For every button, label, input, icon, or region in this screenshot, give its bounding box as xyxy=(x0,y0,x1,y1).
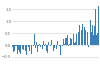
Bar xyxy=(81,30,82,45)
Bar xyxy=(96,35,97,45)
Bar xyxy=(38,45,39,46)
Bar xyxy=(52,45,53,50)
Bar xyxy=(69,44,70,45)
Bar xyxy=(18,45,19,50)
Bar xyxy=(56,45,57,49)
Bar xyxy=(98,6,99,45)
Bar xyxy=(37,45,38,52)
Bar xyxy=(97,33,98,45)
Bar xyxy=(93,35,94,45)
Bar xyxy=(24,45,25,49)
Bar xyxy=(47,45,48,53)
Bar xyxy=(35,45,36,48)
Bar xyxy=(34,34,35,45)
Bar xyxy=(57,41,58,45)
Bar xyxy=(65,38,66,45)
Bar xyxy=(84,27,85,45)
Bar xyxy=(88,45,89,47)
Bar xyxy=(46,45,47,50)
Bar xyxy=(19,45,20,52)
Bar xyxy=(50,45,51,46)
Bar xyxy=(40,45,41,47)
Bar xyxy=(13,45,14,52)
Bar xyxy=(63,39,64,45)
Bar xyxy=(53,45,54,51)
Bar xyxy=(59,45,60,46)
Bar xyxy=(45,44,46,45)
Bar xyxy=(31,45,32,54)
Bar xyxy=(14,45,15,51)
Bar xyxy=(16,45,17,46)
Bar xyxy=(44,45,45,46)
Bar xyxy=(67,35,68,45)
Bar xyxy=(61,45,62,52)
Bar xyxy=(91,32,92,45)
Bar xyxy=(90,20,91,45)
Bar xyxy=(66,38,67,45)
Bar xyxy=(23,45,24,50)
Bar xyxy=(94,26,95,45)
Bar xyxy=(60,45,61,55)
Bar xyxy=(17,45,18,54)
Bar xyxy=(39,44,40,45)
Bar xyxy=(26,45,27,55)
Bar xyxy=(54,45,55,48)
Bar xyxy=(20,45,21,54)
Bar xyxy=(89,45,90,51)
Bar xyxy=(25,45,26,51)
Bar xyxy=(62,45,63,46)
Bar xyxy=(85,30,86,45)
Bar xyxy=(78,32,79,45)
Bar xyxy=(80,36,81,45)
Bar xyxy=(27,45,28,48)
Bar xyxy=(70,38,71,45)
Bar xyxy=(75,42,76,45)
Bar xyxy=(76,34,77,45)
Bar xyxy=(73,34,74,45)
Bar xyxy=(68,45,69,46)
Bar xyxy=(71,39,72,45)
Bar xyxy=(74,43,75,45)
Bar xyxy=(42,45,43,49)
Bar xyxy=(87,32,88,45)
Bar xyxy=(82,24,83,45)
Bar xyxy=(28,45,29,47)
Bar xyxy=(51,40,52,45)
Bar xyxy=(12,45,13,47)
Bar xyxy=(29,45,30,51)
Bar xyxy=(79,25,80,45)
Bar xyxy=(22,45,23,49)
Bar xyxy=(48,42,49,45)
Bar xyxy=(33,45,34,46)
